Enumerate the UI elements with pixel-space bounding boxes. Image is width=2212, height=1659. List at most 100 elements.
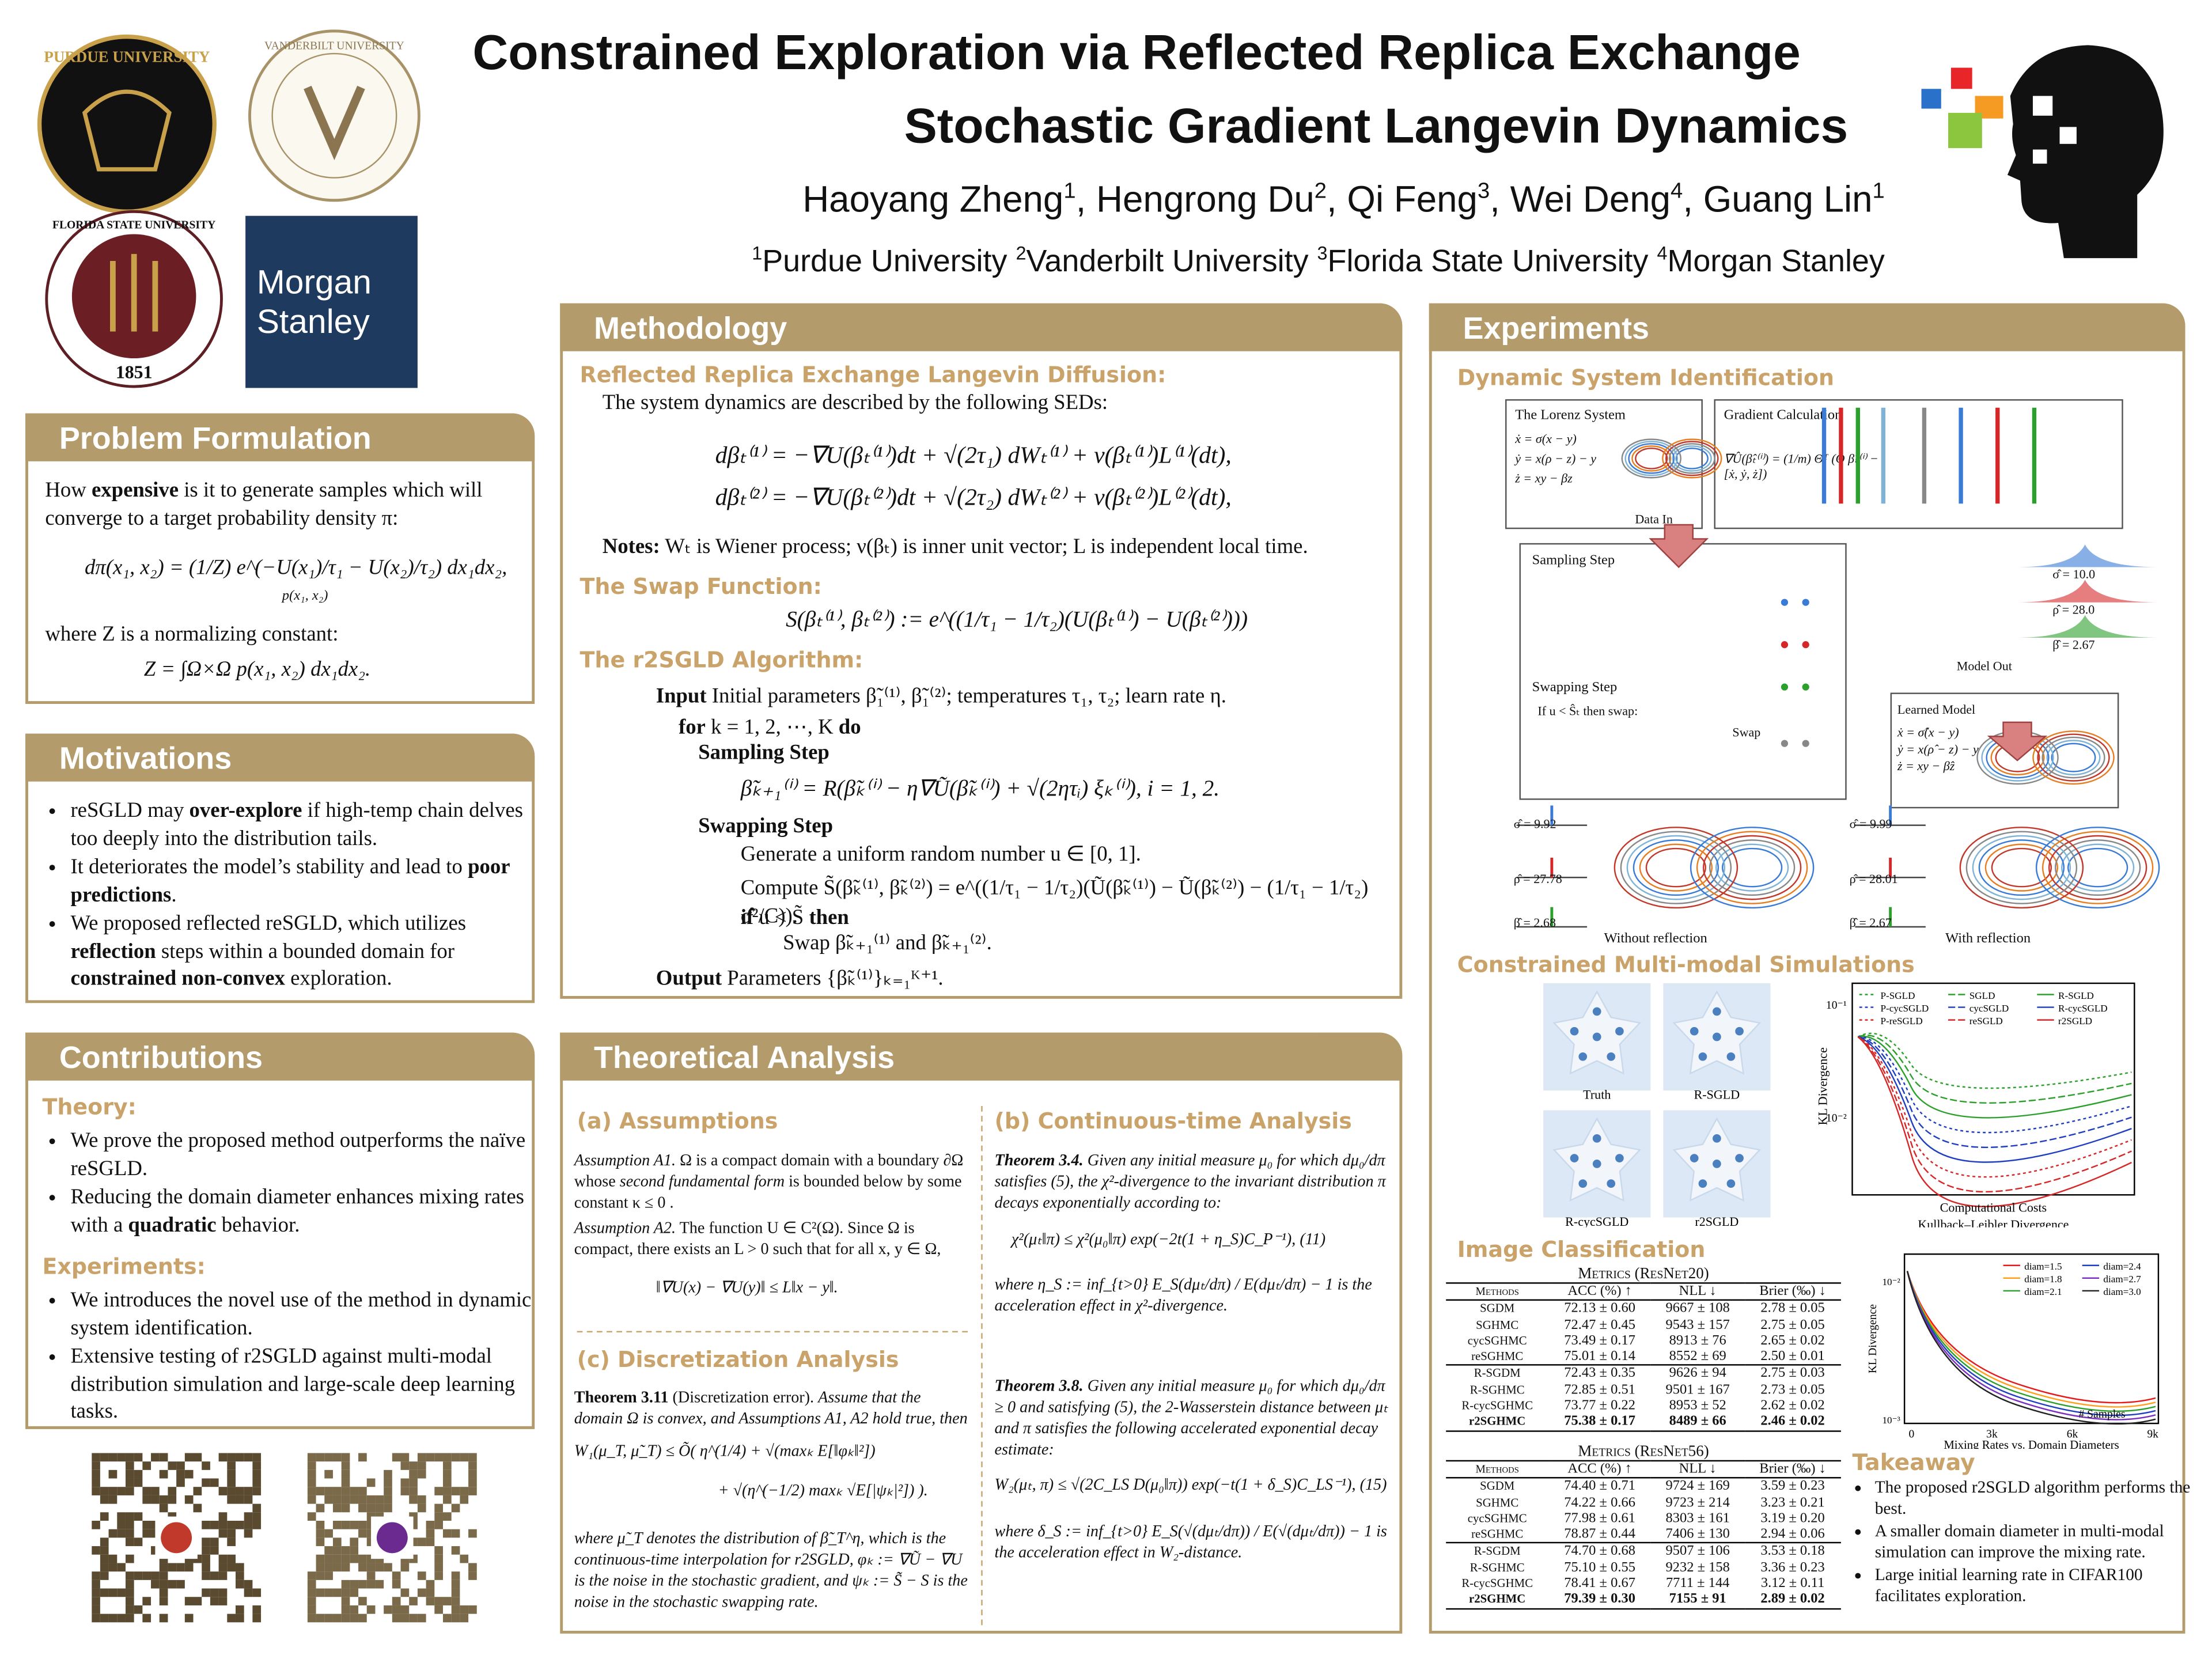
diam-curve — [1906, 1271, 2156, 1421]
table-cell: 73.77 ± 0.22 — [1564, 1398, 1635, 1414]
qr-module — [400, 1453, 410, 1462]
subheading: Theory: — [42, 1094, 137, 1120]
qr-module — [442, 1613, 452, 1623]
legend-label: P-reSGLD — [1880, 1016, 1922, 1027]
purdue-name: PURDUE UNIVERSITY — [44, 48, 210, 66]
qr-module — [417, 1613, 426, 1623]
qr-module — [460, 1554, 469, 1563]
square — [1948, 112, 1982, 149]
author-name: Qi Feng — [1347, 177, 1478, 221]
attractor-loop — [1721, 847, 1783, 888]
text-run: The proposed r2SGLD algorithm performs t… — [1874, 1477, 2191, 1518]
qr-module — [409, 1613, 418, 1623]
attractor-loop — [2061, 843, 2135, 892]
table-cell: reSGHMC — [1471, 1527, 1524, 1541]
qr-module — [316, 1503, 325, 1513]
qr-module — [442, 1529, 452, 1538]
qr-module — [235, 1580, 244, 1589]
parameter-dot — [1802, 641, 1809, 649]
table-cell: 3.12 ± 0.11 — [1760, 1575, 1825, 1592]
qr-module — [202, 1461, 210, 1470]
parameter-dot — [1781, 599, 1789, 606]
qr-module — [134, 1453, 143, 1462]
table-cell: 3.59 ± 0.23 — [1760, 1479, 1825, 1495]
subheading: Experiments: — [42, 1254, 206, 1280]
qr-module — [341, 1613, 350, 1623]
bold-text: Input — [656, 685, 707, 709]
qr-module — [193, 1597, 202, 1605]
subheading: The r2SGLD Algorithm: — [579, 647, 863, 673]
kl-curve — [1857, 1034, 2132, 1104]
qr-module — [350, 1580, 359, 1589]
qr-module — [244, 1495, 253, 1504]
qr-module — [252, 1461, 262, 1470]
qr-module — [434, 1605, 443, 1614]
qr-module — [332, 1563, 342, 1572]
algorithm-line: Sampling Step — [698, 742, 830, 765]
x-tick-label: 0 — [1908, 1429, 1914, 1441]
estimate: σ̂ = 9.92 — [1513, 816, 1556, 831]
section: Motivations reSGLD may over-explore if h… — [25, 733, 535, 1003]
table-cell: 72.85 ± 0.51 — [1564, 1382, 1635, 1398]
table-cell: R-SGDM — [1446, 1542, 1549, 1560]
paragraph: How expensive is it to generate samples … — [45, 478, 525, 533]
estimate: σ̂ = 10.0 — [2052, 567, 2096, 581]
qr-module — [332, 1503, 342, 1513]
qr-module — [108, 1529, 118, 1538]
estimate: ρ̂ = 27.78 — [1513, 872, 1562, 886]
column-header: NLL ↓ — [1651, 1282, 1745, 1301]
kl-curve — [1857, 1036, 2132, 1207]
sim-mode — [1592, 1160, 1601, 1168]
qr-module — [400, 1613, 410, 1623]
qr-module — [125, 1597, 134, 1605]
paragraph: The system dynamics are described by the… — [602, 392, 1108, 415]
sim-domain — [1552, 1117, 1642, 1202]
attractor-loop — [1635, 448, 1668, 469]
bullet-list: We introduces the novel use of the metho… — [37, 1288, 550, 1429]
attractor-loop — [2041, 736, 2105, 779]
qr-module — [117, 1529, 126, 1538]
qr-module — [341, 1495, 350, 1504]
text-run: Initial parameters β̃₁⁽¹⁾, β̃₁⁽²⁾; tempe… — [706, 685, 1226, 709]
qr-module — [235, 1571, 244, 1580]
qr-module — [307, 1469, 316, 1479]
table-cell: R-SGDM — [1446, 1365, 1549, 1382]
posterior-density — [2017, 544, 2158, 567]
qr-module — [159, 1580, 168, 1589]
bullet-list: reSGLD may over-explore if high-temp cha… — [37, 798, 536, 995]
qr-module — [159, 1503, 168, 1513]
attractor-loop — [1626, 835, 1726, 900]
qr-module — [316, 1521, 325, 1529]
qr-module — [142, 1487, 151, 1495]
table-cell: 8303 ± 161 — [1665, 1510, 1730, 1527]
subheading: (b) Continuous-time Analysis — [994, 1108, 1352, 1134]
qr-module — [100, 1487, 109, 1495]
attractor-loop — [1633, 839, 1719, 896]
qr-module — [366, 1580, 376, 1589]
table-cell: reSGHMC — [1471, 1349, 1524, 1363]
qr-icon — [161, 1522, 192, 1554]
qr-module — [142, 1571, 151, 1580]
author-affiliation: 1 — [1872, 179, 1885, 204]
subheading: Constrained Multi-modal Simulations — [1457, 952, 1915, 978]
x-tick-label: 9k — [2147, 1429, 2158, 1441]
qr-module — [358, 1453, 367, 1462]
qr-module — [434, 1453, 443, 1462]
subheading: The Swap Function: — [579, 574, 822, 600]
estimate: ρ̂ = 28.01 — [1849, 872, 1898, 886]
table-row: cycSGHMC 77.98 ± 0.61 8303 ± 161 3.19 ± 0.2… — [1446, 1511, 1841, 1527]
text-run: Large initial learning rate in CIFAR100 … — [1874, 1564, 2143, 1605]
qr-module — [316, 1554, 325, 1563]
qr-module — [451, 1580, 460, 1589]
qr-module — [409, 1478, 418, 1487]
attractor-loop — [2067, 847, 2128, 888]
qr-module — [324, 1529, 333, 1538]
qr-module — [392, 1453, 401, 1462]
section-title: Problem Formulation — [25, 413, 535, 461]
author-affiliation: 2 — [1314, 179, 1327, 204]
qr-module — [235, 1521, 244, 1529]
qr-module — [366, 1478, 376, 1487]
sim-mode — [1592, 1007, 1601, 1016]
qr-module — [332, 1588, 342, 1597]
